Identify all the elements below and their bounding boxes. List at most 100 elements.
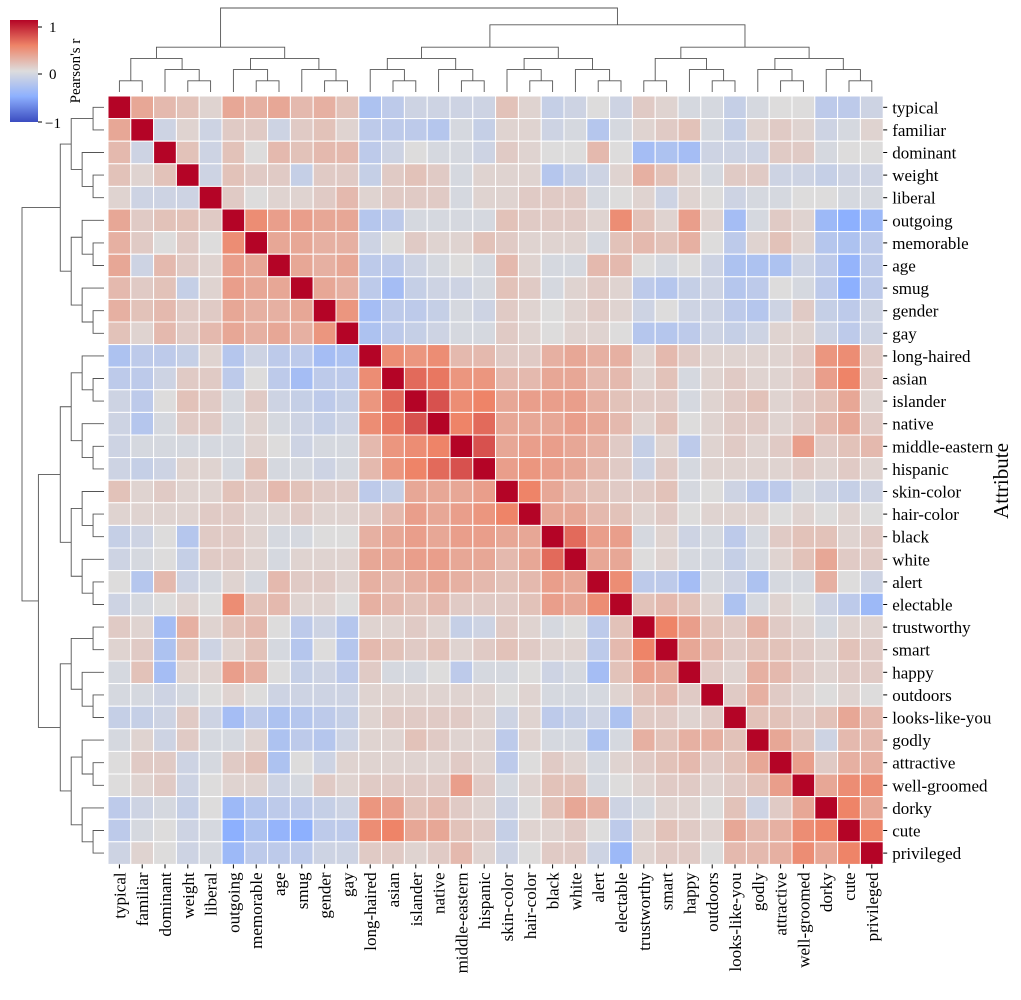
heatmap-cell (426, 366, 451, 391)
heatmap-cell (403, 502, 428, 526)
heatmap-cell (381, 773, 405, 798)
heatmap-cell (517, 208, 542, 233)
heatmap-cell (631, 524, 656, 549)
heatmap-cell (814, 570, 839, 594)
heatmap-cell (472, 524, 497, 549)
heatmap-cell (267, 773, 291, 798)
heatmap-cell (153, 253, 177, 278)
heatmap-cell (221, 547, 246, 572)
dendrogram-link (70, 756, 83, 826)
heatmap-cell (495, 660, 519, 685)
heatmap-cell (768, 750, 793, 775)
heatmap-cell (837, 276, 861, 300)
dendrogram-link (92, 106, 104, 131)
heatmap-cell (745, 818, 770, 843)
column-label: islander (407, 872, 426, 926)
heatmap-cell (677, 547, 702, 572)
dendrogram-link (688, 69, 725, 92)
heatmap-cell (814, 163, 839, 187)
dendrogram-link (301, 69, 337, 92)
heatmap-cell (700, 366, 725, 391)
heatmap-cell (335, 163, 360, 187)
heatmap-cell (654, 705, 679, 730)
heatmap-cell (130, 502, 155, 526)
heatmap-cell (677, 276, 702, 300)
heatmap-cell (837, 366, 861, 391)
heatmap-cell (609, 457, 633, 481)
heatmap-cell (358, 344, 383, 368)
heatmap-cell (563, 140, 588, 165)
heatmap-cell (609, 547, 633, 572)
heatmap-cell (517, 95, 542, 120)
heatmap-cell (540, 208, 565, 233)
heatmap-cell (381, 683, 405, 707)
dendrogram-link (164, 69, 200, 92)
heatmap-cell (814, 818, 839, 843)
dendrogram-link (438, 69, 474, 92)
heatmap-cell (859, 479, 884, 504)
heatmap-cell (609, 208, 633, 233)
dendrogram-link (92, 513, 104, 538)
dendrogram-link (506, 69, 542, 92)
heatmap-cell (586, 118, 611, 142)
heatmap-cell (312, 683, 337, 707)
heatmap-cell (495, 366, 519, 391)
heatmap-cell (791, 389, 816, 413)
heatmap-cell (723, 796, 747, 820)
heatmap-cell (289, 570, 314, 594)
heatmap-cell (244, 411, 269, 436)
heatmap-cell (244, 298, 269, 323)
heatmap-cell (107, 95, 132, 120)
heatmap-cell (495, 457, 519, 481)
heatmap-cell (563, 637, 588, 662)
heatmap-cell (563, 434, 588, 459)
heatmap-cell (654, 231, 679, 255)
heatmap-cell (403, 592, 428, 617)
heatmap-cell (859, 728, 884, 752)
heatmap-cell (563, 163, 588, 187)
heatmap-cell (198, 457, 223, 481)
heatmap-cell (791, 118, 816, 142)
heatmap-cell (175, 276, 200, 300)
column-label: godly (749, 872, 768, 911)
heatmap-cell (745, 728, 770, 752)
heatmap-cell (358, 728, 383, 752)
heatmap-cell (472, 818, 497, 843)
heatmap-cell (745, 615, 770, 639)
column-label: smart (658, 872, 677, 910)
heatmap-cell (107, 502, 132, 526)
column-label: memorable (247, 872, 266, 948)
heatmap-cell (677, 434, 702, 459)
heatmap-cell (768, 95, 793, 120)
heatmap-cell (745, 796, 770, 820)
heatmap-cell (403, 253, 428, 278)
heatmap-cell (426, 321, 451, 346)
heatmap-cell (745, 411, 770, 436)
heatmap-cell (426, 570, 451, 594)
heatmap-cell (677, 683, 702, 707)
heatmap-cell (153, 344, 177, 368)
dendrogram-link (92, 626, 104, 651)
heatmap-cell (563, 118, 588, 142)
heatmap-cell (403, 705, 428, 730)
heatmap-cell (540, 796, 565, 820)
heatmap-cell (403, 683, 428, 707)
heatmap-cell (517, 705, 542, 730)
heatmap-cell (814, 705, 839, 730)
heatmap-cell (768, 818, 793, 843)
dendrogram-link (92, 310, 104, 334)
heatmap-cell (289, 366, 314, 391)
heatmap-cell (221, 163, 246, 187)
heatmap-cell (563, 502, 588, 526)
heatmap-cell (335, 411, 360, 436)
heatmap-cell (495, 95, 519, 120)
heatmap-cell (677, 344, 702, 368)
heatmap-cell (540, 818, 565, 843)
heatmap-cell (791, 253, 816, 278)
heatmap-cell (472, 140, 497, 165)
heatmap-cell (859, 118, 884, 142)
heatmap-cell (244, 592, 269, 617)
heatmap-cell (472, 683, 497, 707)
heatmap-cell (426, 502, 451, 526)
heatmap-cell (358, 841, 383, 865)
